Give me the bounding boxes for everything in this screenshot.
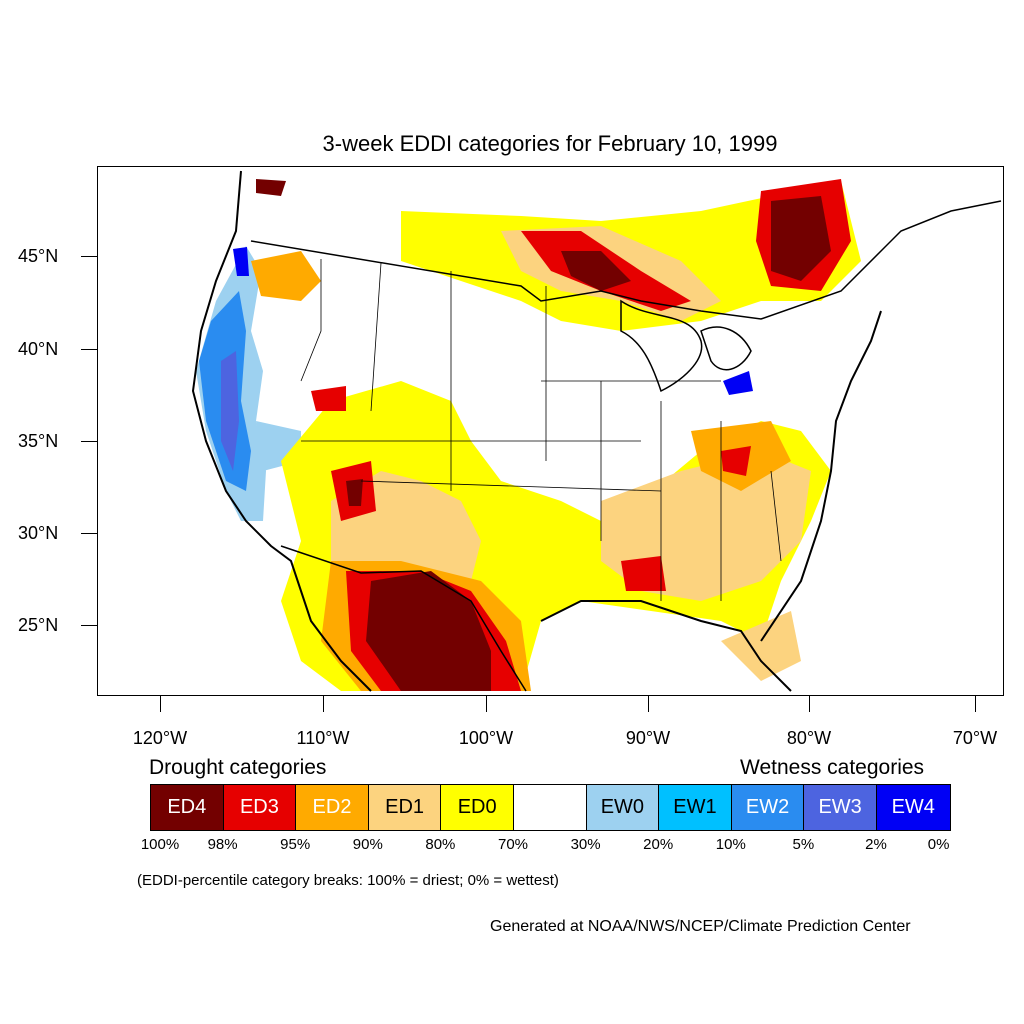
wetness-heading: Wetness categories [740,756,925,779]
percentile-label: 98% [207,836,238,853]
percentile-label: 20% [643,836,674,853]
percentile-label: 5% [792,836,815,853]
lat-tick [81,625,97,626]
lat-label-30: 30°N [18,523,59,543]
lon-label-90: 90°W [625,728,671,748]
lat-label-35: 35°N [18,431,59,451]
lat-tick [81,533,97,534]
lon-tick [160,696,161,712]
legend-cell-ew4: EW4 [876,785,950,830]
legend-cell-neutral [513,785,587,830]
legend-cell-ed1: ED1 [368,785,442,830]
percentile-label: 70% [497,836,529,853]
drought-heading: Drought categories [149,756,327,779]
legend-cell-ew0: EW0 [586,785,660,830]
legend-cell-ed3: ED3 [223,785,297,830]
eddi-map [191,170,1002,692]
percentile-label: 30% [570,836,601,853]
legend-cell-ew2: EW2 [731,785,805,830]
lat-tick [81,256,97,257]
percentile-label: 100% [140,836,180,853]
lat-tick [81,441,97,442]
percentile-label: 80% [425,836,456,853]
lon-label-100: 100°W [458,728,514,748]
lon-tick [486,696,487,712]
wetness-areas [196,246,753,521]
drought-areas [251,179,861,691]
legend-cell-ew3: EW3 [804,785,877,830]
lat-label-40: 40°N [18,339,59,359]
lon-label-80: 80°W [786,728,832,748]
category-note: (EDDI-percentile category breaks: 100% =… [137,872,559,889]
lat-label-45: 45°N [18,246,59,266]
lon-label-120: 120°W [132,728,188,748]
map-panel [97,166,1004,696]
lat-tick [81,349,97,350]
lon-tick [648,696,649,712]
boundaries [191,170,1002,692]
percentile-label: 95% [280,836,311,853]
legend-cell-ed4: ED4 [151,785,224,830]
percentile-label: 90% [352,836,383,853]
lon-tick [975,696,976,712]
lon-label-110: 110°W [296,728,350,748]
credit-line: Generated at NOAA/NWS/NCEP/Climate Predi… [490,918,911,935]
lat-label-25: 25°N [18,615,59,635]
lon-tick [809,696,810,712]
legend-colorbar: ED4 ED3 ED2 ED1 ED0 EW0 EW1 EW2 EW3 EW4 [150,784,951,831]
map-title: 3-week EDDI categories for February 10, … [322,131,778,156]
lon-tick [323,696,324,712]
percentile-label: 0% [927,836,950,853]
legend-cell-ew1: EW1 [659,785,732,830]
percentile-label: 2% [865,836,887,853]
legend-cell-ed2: ED2 [296,785,369,830]
legend-cell-ed0: ED0 [441,785,514,830]
lon-label-70: 70°W [952,728,998,748]
percentile-label: 10% [715,836,746,853]
